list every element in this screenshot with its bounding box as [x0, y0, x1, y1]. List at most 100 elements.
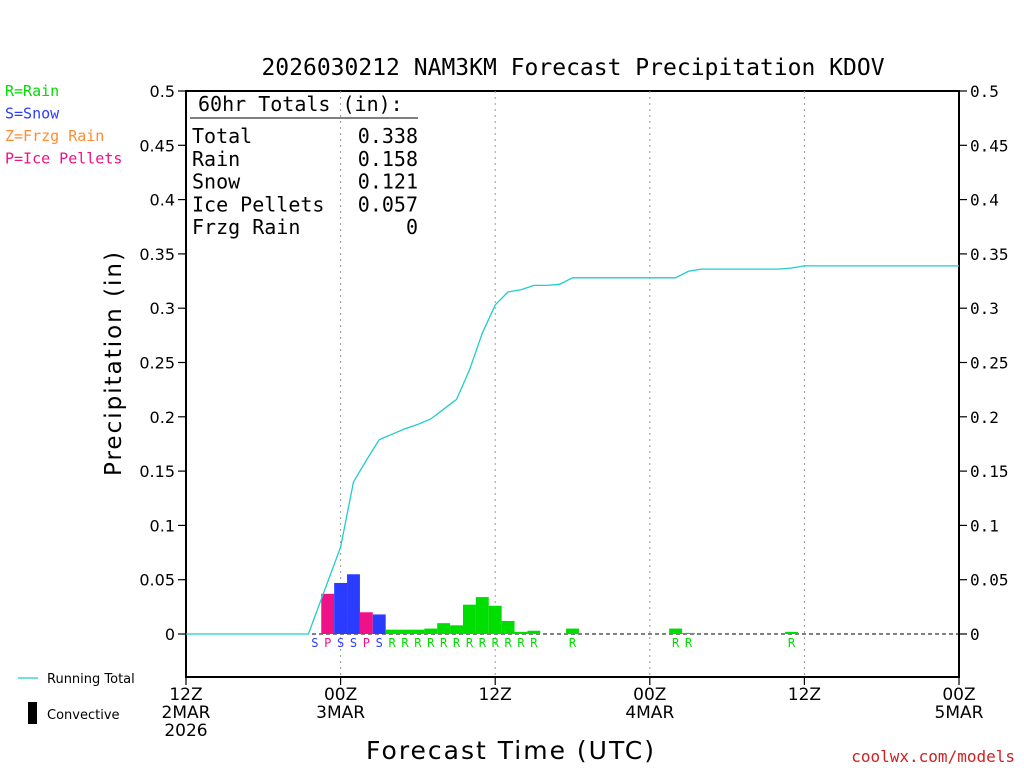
y-tick-label: 0.45: [139, 136, 175, 155]
precip-bar: [462, 604, 476, 634]
y-tick-label: 0.1: [150, 516, 175, 535]
precip-bar: [398, 629, 412, 634]
precip-bar: [437, 623, 451, 634]
y-tick-label: 0.2: [150, 408, 175, 427]
precip-bar: [334, 582, 348, 634]
y-tick-label-right: 0: [970, 625, 980, 644]
precip-bar: [385, 629, 399, 634]
type-legend-item: P=Ice Pellets: [5, 150, 122, 168]
x-tick-label: 00Z: [633, 685, 666, 705]
y-tick-label-right: 0.1: [970, 516, 999, 535]
precip-bar: [475, 597, 489, 634]
precip-type-marker: R: [672, 636, 680, 650]
y-axis-label: Precipitation (in): [101, 250, 127, 476]
precip-type-marker: S: [350, 636, 357, 650]
y-tick-label: 0.25: [139, 354, 175, 373]
y-tick-label: 0.15: [139, 462, 175, 481]
totals-row-value: 0.121: [358, 170, 418, 194]
precip-type-marker: S: [376, 636, 383, 650]
precip-type-marker: R: [685, 636, 693, 650]
totals-heading: 60hr Totals (in):: [198, 92, 403, 116]
legend-bar-symbol: [28, 702, 37, 724]
precip-type-marker: S: [337, 636, 344, 650]
precip-bar: [514, 631, 528, 634]
precip-type-marker: R: [440, 636, 448, 650]
credit-text: coolwx.com/models: [851, 747, 1015, 766]
y-tick-label-right: 0.4: [970, 191, 999, 210]
y-tick-label-right: 0.25: [970, 354, 1009, 373]
running-total-line: [186, 265, 959, 635]
legend-line-label: Running Total: [47, 672, 135, 687]
precip-bar: [501, 620, 515, 634]
totals-row-label: Snow: [192, 170, 241, 194]
precip-bar: [669, 628, 683, 634]
y-tick-label: 0.4: [150, 191, 175, 210]
totals-row-value: 0.338: [358, 124, 418, 148]
y-tick-label: 0.05: [139, 571, 175, 590]
totals-row-value: 0: [406, 215, 418, 239]
totals-row-label: Ice Pellets: [192, 192, 324, 216]
x-axis-label: Forecast Time (UTC): [366, 736, 656, 765]
plot-frame: [185, 90, 960, 678]
totals-row-label: Frzg Rain: [192, 215, 300, 239]
x-tick-label: 00Z: [942, 685, 975, 705]
x-tick-label: 5MAR: [935, 703, 984, 723]
x-tick-label: 12Z: [479, 685, 512, 705]
x-tick-label: 2MAR: [162, 703, 211, 723]
precip-type-marker: S: [311, 636, 318, 650]
precip-bars: [321, 574, 798, 634]
precip-bar: [411, 629, 425, 634]
precip-bar: [682, 632, 695, 634]
type-legend-item: Z=Frzg Rain: [5, 127, 104, 145]
legend-line-label: Convective: [47, 708, 120, 723]
x-tick-label: 12Z: [788, 685, 821, 705]
x-tick-label: 4MAR: [625, 703, 674, 723]
totals-row-value: 0.057: [358, 192, 418, 216]
precip-type-marker: R: [504, 636, 512, 650]
x-tick-label: 2026: [164, 721, 207, 741]
y-tick-label-right: 0.3: [970, 299, 999, 318]
precip-bar: [347, 574, 360, 634]
y-axis-right: 0 0.05 0.1 0.15 0.2 0.25 0.3 0.35 0.4 0.45 0.5: [959, 82, 1009, 644]
y-tick-label: 0: [165, 625, 175, 644]
precip-bar: [785, 631, 798, 634]
precip-type-marker: P: [324, 636, 331, 650]
y-tick-label-right: 0.05: [970, 571, 1009, 590]
precip-type-marker: R: [788, 636, 796, 650]
precip-type-marker: R: [517, 636, 525, 650]
precip-type-marker: R: [389, 636, 397, 650]
y-tick-label-right: 0.2: [970, 408, 999, 427]
totals-row-label: Rain: [192, 147, 240, 171]
y-tick-label-right: 0.35: [970, 245, 1009, 264]
precip-type-marker: R: [427, 636, 435, 650]
precip-bar: [424, 628, 438, 634]
totals-box: 60hr Totals (in): Total 0.338 Rain 0.158 Sno…: [190, 92, 418, 239]
chart-title: 2026030212 NAM3KM Forecast Precipitation…: [261, 55, 884, 81]
precip-type-marker: P: [363, 636, 370, 650]
y-tick-label-right: 0.45: [970, 136, 1009, 155]
y-axis-left: 0 0.05 0.1 0.15 0.2 0.25 0.3 0.35 0.4 0.45 0.5: [139, 82, 186, 644]
precip-type-marker: R: [479, 636, 487, 650]
type-legend-item: R=Rain: [5, 82, 59, 100]
y-tick-label: 0.3: [150, 299, 175, 318]
precip-bar: [527, 630, 541, 634]
grid-lines: [340, 91, 805, 677]
precip-type-marker: R: [414, 636, 422, 650]
precip-type-marker: R: [492, 636, 500, 650]
totals-row-label: Total: [192, 124, 252, 148]
x-tick-label: 12Z: [169, 685, 202, 705]
x-tick-label: 00Z: [324, 685, 357, 705]
precip-bar: [359, 612, 373, 634]
line-legend: Running Total Convective: [18, 672, 135, 724]
y-tick-label: 0.5: [150, 82, 175, 101]
precip-type-legend: R=Rain S=Snow Z=Frzg Rain P=Ice Pellets: [5, 82, 122, 168]
precip-bar: [488, 605, 502, 634]
precip-type-marker: R: [453, 636, 461, 650]
y-tick-label: 0.35: [139, 245, 175, 264]
type-legend-item: S=Snow: [5, 105, 60, 123]
precip-type-marker: R: [569, 636, 577, 650]
y-tick-label-right: 0.5: [970, 82, 999, 101]
